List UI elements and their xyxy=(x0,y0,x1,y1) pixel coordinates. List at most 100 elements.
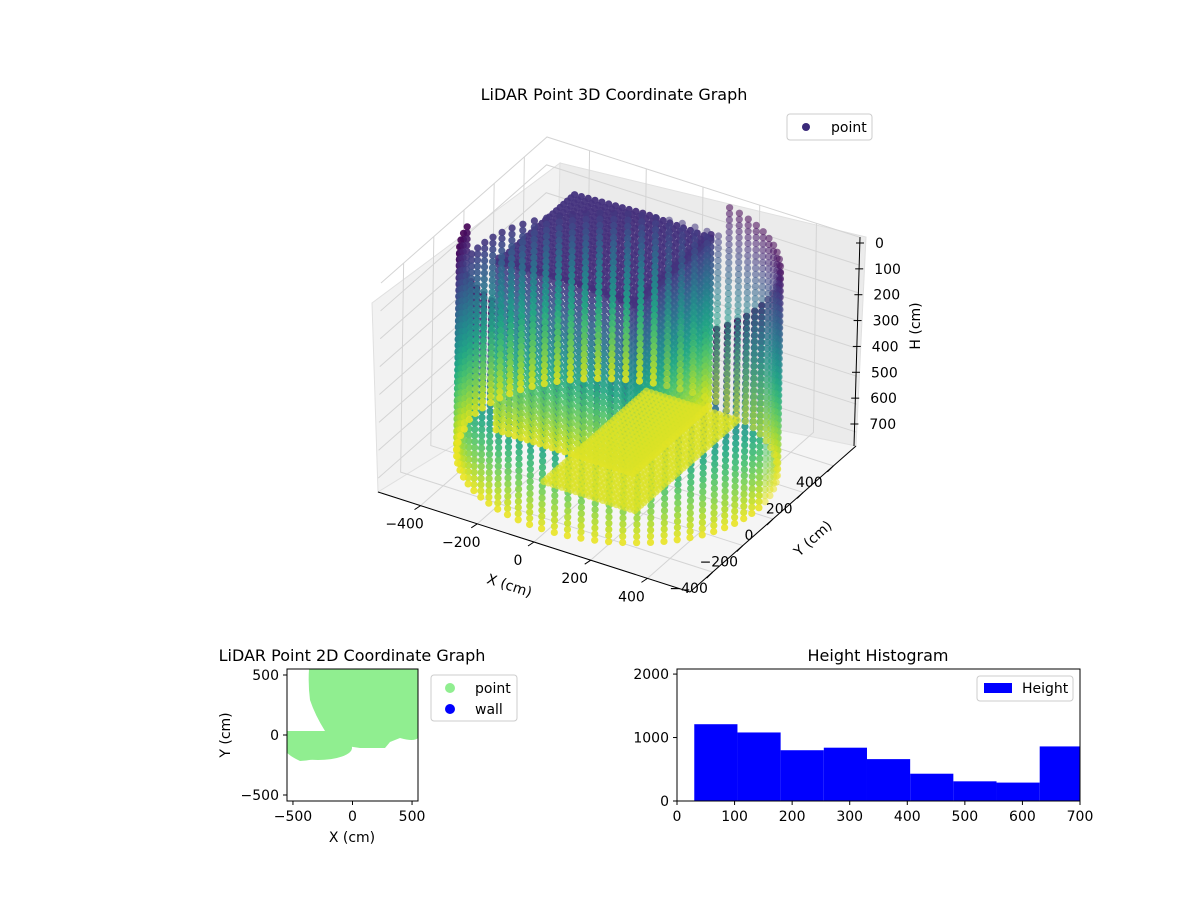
point-3d xyxy=(594,356,602,364)
point-3d xyxy=(703,252,711,260)
point-3d xyxy=(473,324,481,332)
point-3d xyxy=(701,362,709,370)
point-3d xyxy=(568,407,576,415)
point-3d xyxy=(530,254,538,262)
point-3d xyxy=(686,497,695,505)
point-3d xyxy=(608,369,616,377)
point-3d xyxy=(488,307,496,315)
hist-x-tick-label: 400 xyxy=(894,809,921,825)
point-3d xyxy=(711,448,719,456)
point-3d xyxy=(553,353,562,361)
point-3d xyxy=(734,277,743,285)
point-3d xyxy=(494,450,503,458)
point-3d xyxy=(526,520,534,529)
point-3d xyxy=(743,313,751,321)
point-3d xyxy=(632,207,640,215)
point-3d xyxy=(473,318,481,326)
point-3d xyxy=(638,230,646,238)
point-3d xyxy=(511,407,519,415)
point-3d xyxy=(507,304,515,312)
point-3d xyxy=(735,221,743,229)
point-3d xyxy=(594,319,603,327)
point-3d xyxy=(651,287,659,295)
point-3d xyxy=(723,369,731,377)
point-3d xyxy=(554,279,563,287)
point-3d xyxy=(494,499,502,507)
point-3d xyxy=(624,388,632,396)
point-3d xyxy=(492,407,500,415)
point-3d xyxy=(518,288,526,296)
point-3d xyxy=(740,496,748,504)
point-3d xyxy=(723,406,731,414)
point-3d xyxy=(530,395,538,403)
point-3d xyxy=(472,385,480,393)
point-3d xyxy=(508,242,516,250)
point-3d xyxy=(698,531,706,539)
point-3d xyxy=(686,521,694,529)
point-3d xyxy=(744,227,752,235)
point-3d xyxy=(743,319,751,327)
point-3d xyxy=(505,417,513,426)
point-3d xyxy=(530,260,538,268)
point-3d xyxy=(673,530,681,538)
point-3d xyxy=(494,493,502,501)
point-3d xyxy=(543,405,551,413)
point-3d xyxy=(542,257,550,265)
point-3d xyxy=(453,452,461,460)
point-3d xyxy=(750,344,759,352)
point-3d xyxy=(701,368,709,376)
point-3d xyxy=(725,216,734,224)
point-3d xyxy=(725,228,733,236)
point-3d xyxy=(750,393,758,401)
point-3d xyxy=(497,326,505,334)
point-3d xyxy=(624,228,632,237)
point-3d xyxy=(701,381,709,389)
point-3d xyxy=(712,385,720,393)
point-3d xyxy=(591,524,599,532)
point-3d xyxy=(764,283,772,291)
point-3d xyxy=(472,342,480,350)
point-3d xyxy=(473,299,481,307)
point-3d xyxy=(541,306,549,314)
point-3d xyxy=(748,509,756,517)
point-3d xyxy=(568,401,576,409)
point-3d xyxy=(713,330,721,338)
y-axis-label-3d: Y (cm) xyxy=(790,518,835,561)
point-3d xyxy=(467,268,475,276)
point-3d xyxy=(587,388,595,396)
point-3d xyxy=(744,221,752,229)
point-3d xyxy=(577,516,585,524)
point-3d xyxy=(555,236,563,245)
point-3d xyxy=(582,240,590,248)
point-3d xyxy=(758,313,766,322)
point-3d xyxy=(752,233,760,242)
point-3d xyxy=(574,421,582,429)
point-3d xyxy=(742,405,750,413)
point-3d xyxy=(637,254,645,262)
point-3d xyxy=(542,423,550,431)
point-3d xyxy=(540,367,549,375)
point-3d xyxy=(651,269,659,277)
point-3d xyxy=(638,211,646,220)
point-3d xyxy=(750,356,758,364)
point-3d xyxy=(553,365,561,373)
point-3d xyxy=(487,343,495,352)
point-3d xyxy=(474,250,482,258)
legend-height-swatch xyxy=(984,683,1012,693)
point-3d xyxy=(714,293,722,301)
point-3d xyxy=(609,270,617,279)
point-3d xyxy=(541,343,549,351)
y-tick-mark xyxy=(766,518,774,526)
y-tick-label: 400 xyxy=(796,475,823,491)
point-3d xyxy=(554,310,562,318)
point-3d xyxy=(723,394,731,402)
point-3d xyxy=(567,413,576,421)
point-3d xyxy=(548,444,556,452)
x-tick-label: −200 xyxy=(442,535,480,551)
point-3d xyxy=(588,327,596,335)
point-3d xyxy=(702,270,711,278)
point-3d xyxy=(676,373,684,381)
point-3d xyxy=(767,443,775,452)
point-3d xyxy=(518,294,526,302)
point-3d xyxy=(712,379,720,387)
